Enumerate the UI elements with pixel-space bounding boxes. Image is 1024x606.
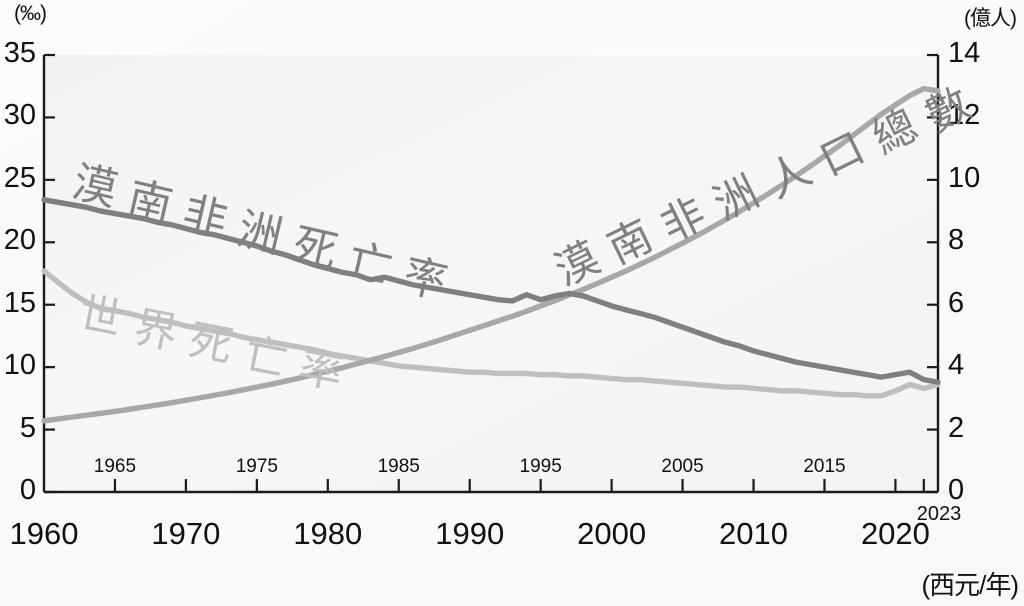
right-tick-14: 14 — [948, 37, 981, 69]
x-minor-tick-1975: 1975 — [235, 456, 278, 477]
left-axis-unit-label: (‰) — [14, 2, 47, 25]
series-line-2 — [41, 86, 941, 424]
x-minor-tick-1985: 1985 — [377, 456, 420, 477]
left-tick-25: 25 — [3, 161, 36, 194]
series-line-1 — [41, 268, 941, 399]
left-tick-20: 20 — [3, 224, 36, 257]
right-tick-6: 6 — [948, 286, 965, 319]
x-major-tick-2000: 2000 — [577, 516, 647, 551]
x-minor-tick-2015: 2015 — [803, 456, 846, 477]
right-tick-10: 10 — [948, 161, 981, 194]
left-tick-30: 30 — [3, 99, 36, 132]
x-major-tick-2020: 2020 — [860, 516, 930, 551]
x-axis-title: (西元/年) — [921, 570, 1019, 600]
right-tick-12: 12 — [948, 99, 981, 132]
right-tick-0: 0 — [948, 474, 965, 506]
plot-background — [44, 55, 938, 492]
left-tick-0: 0 — [19, 474, 36, 506]
left-tick-10: 10 — [3, 349, 36, 382]
left-tick-35: 35 — [3, 37, 36, 69]
x-major-tick-1970: 1970 — [151, 516, 221, 551]
x-minor-tick-2005: 2005 — [661, 456, 704, 477]
x-minor-tick-1965: 1965 — [93, 456, 137, 477]
right-tick-4: 4 — [948, 349, 965, 382]
right-axis-unit-label: (億人) — [964, 7, 1017, 30]
right-tick-2: 2 — [948, 411, 965, 444]
x-major-tick-2010: 2010 — [719, 516, 788, 551]
left-tick-15: 15 — [3, 286, 36, 319]
x-major-tick-1980: 1980 — [293, 516, 363, 551]
x-major-tick-1990: 1990 — [435, 516, 505, 551]
x-minor-tick-1995: 1995 — [519, 456, 562, 477]
series-line-0 — [41, 197, 941, 385]
x-major-tick-1960: 1960 — [9, 516, 79, 551]
series-lines — [41, 86, 941, 424]
x-axis-end-year-label: 2023 — [916, 503, 962, 525]
left-tick-5: 5 — [19, 411, 36, 444]
right-tick-8: 8 — [948, 224, 965, 257]
